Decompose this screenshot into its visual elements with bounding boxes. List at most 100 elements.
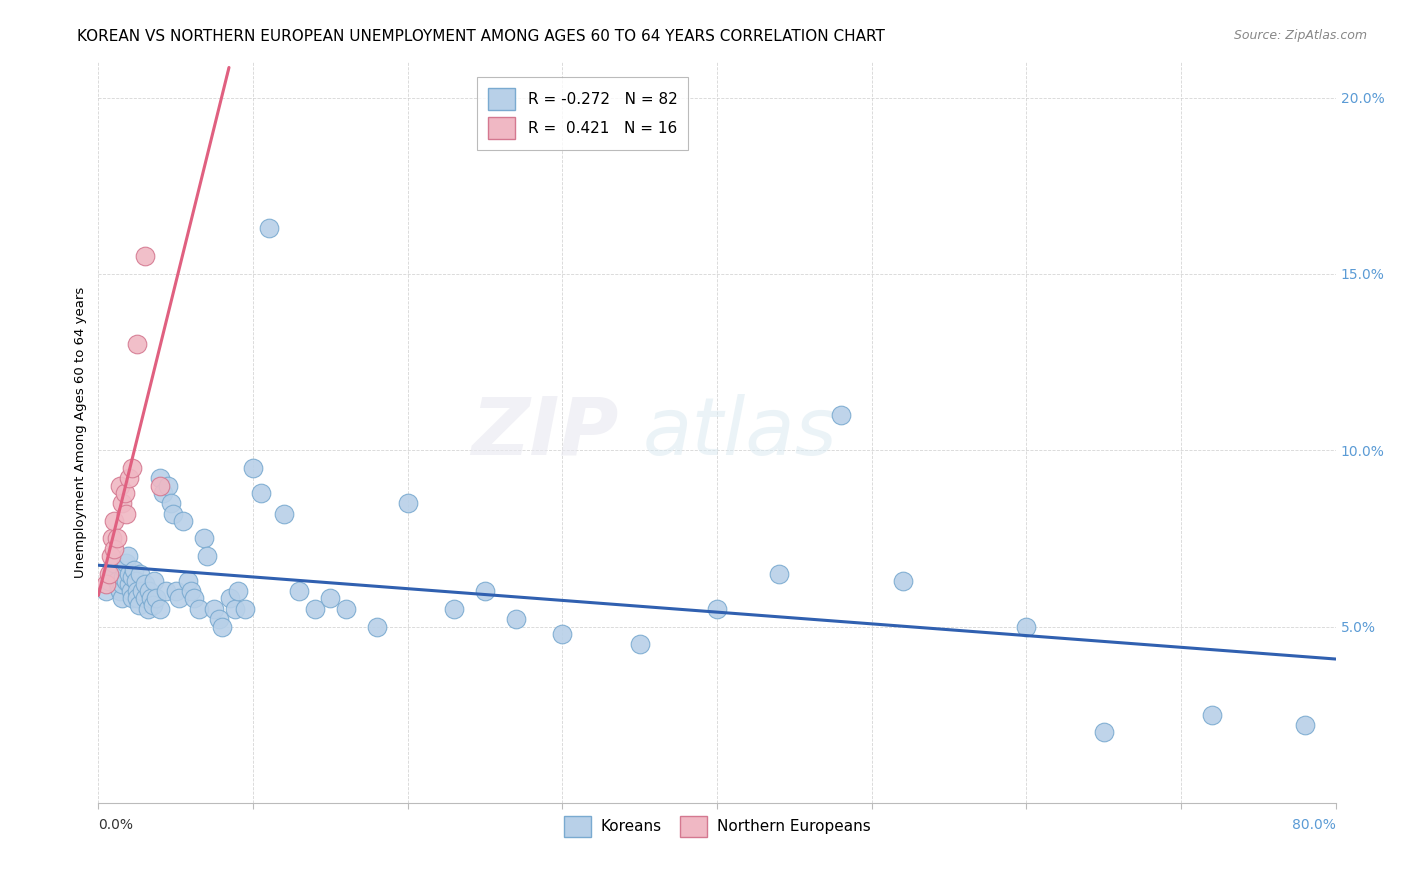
Point: [188, 602, 211, 616]
Point: [193, 532, 215, 546]
Point: [98, 566, 121, 581]
Point: [115, 574, 138, 588]
Point: [505, 612, 527, 626]
Point: [335, 602, 357, 616]
Point: [112, 570, 135, 584]
Point: [100, 549, 122, 563]
Point: [139, 591, 162, 606]
Point: [115, 556, 138, 570]
Point: [233, 602, 257, 616]
Point: [108, 478, 131, 492]
Text: atlas: atlas: [643, 393, 838, 472]
Point: [127, 337, 149, 351]
Point: [121, 570, 143, 584]
Point: [304, 602, 326, 616]
Point: [103, 514, 125, 528]
Point: [180, 584, 202, 599]
Point: [152, 485, 174, 500]
Point: [103, 556, 125, 570]
Point: [105, 574, 128, 588]
Text: 80.0%: 80.0%: [1292, 818, 1336, 831]
Point: [128, 599, 150, 613]
Point: [768, 566, 790, 581]
Point: [155, 584, 177, 599]
Point: [149, 602, 172, 616]
Point: [115, 507, 138, 521]
Point: [1092, 725, 1115, 739]
Point: [830, 408, 852, 422]
Point: [122, 563, 145, 577]
Point: [628, 637, 651, 651]
Point: [138, 584, 160, 599]
Point: [108, 584, 131, 599]
Point: [177, 574, 200, 588]
Point: [114, 485, 136, 500]
Point: [105, 532, 128, 546]
Legend: Koreans, Northern Europeans: Koreans, Northern Europeans: [558, 809, 876, 843]
Point: [121, 591, 143, 606]
Point: [96, 584, 118, 599]
Point: [1201, 707, 1223, 722]
Point: [100, 566, 122, 581]
Point: [143, 574, 166, 588]
Point: [183, 591, 205, 606]
Point: [288, 584, 311, 599]
Point: [226, 584, 249, 599]
Point: [242, 461, 264, 475]
Point: [195, 549, 218, 563]
Point: [98, 574, 121, 588]
Point: [167, 591, 190, 606]
Point: [257, 221, 280, 235]
Point: [141, 599, 165, 613]
Point: [111, 591, 132, 606]
Point: [219, 591, 242, 606]
Point: [127, 591, 149, 606]
Point: [1294, 718, 1316, 732]
Point: [551, 626, 574, 640]
Point: [124, 574, 146, 588]
Point: [273, 507, 295, 521]
Point: [319, 591, 342, 606]
Point: [134, 249, 156, 263]
Point: [103, 566, 125, 581]
Point: [157, 478, 180, 492]
Y-axis label: Unemployment Among Ages 60 to 64 years: Unemployment Among Ages 60 to 64 years: [75, 287, 87, 578]
Text: KOREAN VS NORTHERN EUROPEAN UNEMPLOYMENT AMONG AGES 60 TO 64 YEARS CORRELATION C: KOREAN VS NORTHERN EUROPEAN UNEMPLOYMENT…: [77, 29, 886, 44]
Point: [114, 563, 136, 577]
Point: [149, 471, 172, 485]
Point: [134, 591, 156, 606]
Point: [162, 507, 184, 521]
Point: [127, 584, 149, 599]
Point: [111, 496, 132, 510]
Point: [145, 591, 167, 606]
Point: [134, 577, 156, 591]
Point: [706, 602, 728, 616]
Point: [160, 496, 183, 510]
Point: [250, 485, 273, 500]
Point: [891, 574, 914, 588]
Point: [443, 602, 465, 616]
Point: [208, 612, 231, 626]
Point: [172, 514, 194, 528]
Point: [136, 602, 159, 616]
Point: [204, 602, 226, 616]
Text: 0.0%: 0.0%: [98, 818, 134, 831]
Point: [101, 559, 124, 574]
Point: [224, 602, 246, 616]
Point: [149, 478, 172, 492]
Point: [118, 471, 141, 485]
Text: ZIP: ZIP: [471, 393, 619, 472]
Point: [121, 461, 143, 475]
Point: [474, 584, 496, 599]
Point: [101, 532, 124, 546]
Point: [165, 584, 187, 599]
Text: Source: ZipAtlas.com: Source: ZipAtlas.com: [1233, 29, 1367, 42]
Point: [107, 581, 129, 595]
Point: [211, 619, 233, 633]
Point: [120, 584, 142, 599]
Point: [111, 577, 132, 591]
Point: [131, 584, 153, 599]
Point: [118, 577, 141, 591]
Point: [103, 541, 125, 556]
Point: [118, 566, 141, 581]
